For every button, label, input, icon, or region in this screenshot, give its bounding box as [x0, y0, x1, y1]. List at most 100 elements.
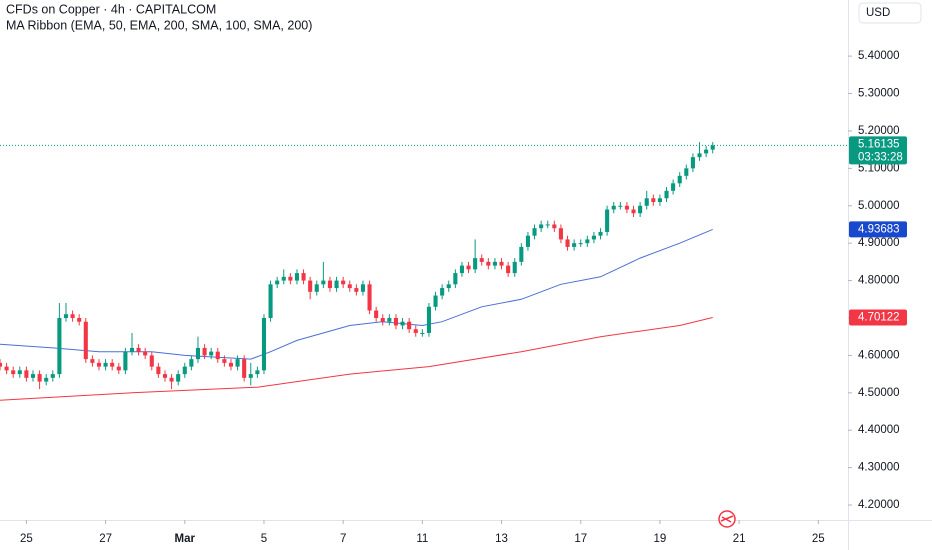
candle-body [605, 209, 610, 232]
candle-body [17, 370, 22, 375]
logo [718, 510, 736, 528]
candle-body [248, 374, 253, 378]
candle-body [506, 265, 511, 274]
candle-body [195, 347, 201, 360]
candle-body [473, 258, 478, 270]
candle-body [525, 235, 530, 247]
candle-body [572, 243, 577, 247]
candle-body [182, 366, 187, 375]
y-tick-label: 4.20000 [858, 499, 900, 511]
x-tick-label: 21 [733, 533, 746, 545]
candle-body [96, 362, 102, 367]
x-tick-label: 27 [99, 533, 112, 545]
candle-body [288, 276, 293, 281]
candle-body [453, 273, 458, 285]
candle-body [519, 246, 524, 262]
candle-body [400, 321, 405, 326]
ma-price-label: 4.93683 [858, 223, 900, 235]
candle-body [380, 317, 385, 322]
candle-body [565, 239, 570, 247]
y-tick-label: 4.40000 [858, 424, 900, 436]
candle-body [374, 310, 379, 318]
currency-button[interactable] [858, 2, 922, 24]
candle-body [83, 321, 88, 360]
candle-body [308, 280, 313, 292]
candle-body [189, 359, 194, 367]
last-price-label: 5.16135 [858, 138, 900, 150]
candle-body [433, 295, 438, 307]
currency-label: USD [866, 7, 890, 19]
candle-body [440, 288, 445, 296]
candle-body [123, 351, 128, 371]
candle-body [347, 284, 352, 289]
candle-body [684, 168, 689, 176]
candle-body [90, 359, 95, 363]
candle-body [631, 209, 636, 214]
candle-body [624, 205, 629, 210]
candle-body [545, 224, 550, 226]
candle-body [63, 314, 69, 318]
candle-body [255, 370, 260, 375]
candle-body [4, 366, 9, 371]
x-tick-label: 25 [812, 533, 825, 545]
candle-body [281, 276, 286, 281]
candle-body [77, 317, 82, 322]
candle-body [492, 261, 497, 266]
candle-body [110, 362, 115, 367]
candles [0, 142, 715, 390]
candle-body [321, 280, 326, 285]
ma-price-box [849, 221, 907, 238]
candle-body [710, 145, 715, 150]
candle-body [479, 258, 484, 262]
candle-body [30, 374, 36, 378]
candle-body [136, 347, 141, 352]
candle-body [354, 288, 359, 292]
candle-body [162, 374, 168, 378]
candle-body [578, 243, 583, 245]
candle-body [294, 273, 300, 281]
candle-body [360, 284, 366, 292]
x-tick-label: 19 [654, 533, 667, 545]
y-tick-label: 5.40000 [858, 50, 900, 62]
candle-body [671, 183, 676, 191]
candle-body [657, 198, 662, 203]
last-price-box [849, 136, 907, 165]
candle-body [367, 284, 372, 311]
x-tick-label: 5 [261, 533, 267, 545]
candle-body [644, 198, 649, 206]
candle-body [209, 351, 214, 356]
candle-body [499, 261, 504, 266]
candle-body [598, 231, 603, 236]
candle-body [413, 329, 418, 333]
candle-body [466, 265, 471, 270]
candle-body [585, 239, 590, 244]
candle-body [459, 265, 464, 274]
candle-body [129, 347, 135, 352]
candle-body [420, 332, 425, 334]
candle-body [149, 355, 154, 367]
x-tick-label: 25 [20, 533, 33, 545]
candle-body [24, 370, 29, 378]
y-tick-label: 5.30000 [858, 88, 900, 100]
x-tick-label: 17 [574, 533, 587, 545]
candle-body [37, 374, 42, 382]
candle-body [0, 362, 3, 367]
ma-ribbon [0, 228, 713, 401]
candle-body [222, 359, 227, 363]
candle-body [57, 317, 62, 375]
candle-body [558, 228, 563, 240]
candle-body [176, 374, 181, 382]
candle-body [327, 280, 333, 289]
y-tick-label: 4.30000 [858, 462, 900, 474]
candle-body [690, 157, 695, 169]
candle-body [215, 351, 220, 360]
candle-body [618, 205, 623, 207]
x-tick-label: 11 [416, 533, 428, 545]
candle-body [677, 175, 682, 184]
candle-body [591, 235, 596, 240]
y-tick-label: 5.10000 [858, 162, 900, 174]
indicator-legend: MA Ribbon (EMA, 50, EMA, 200, SMA, 100, … [6, 18, 312, 32]
candle-body [552, 224, 557, 229]
candle-body [446, 284, 451, 289]
